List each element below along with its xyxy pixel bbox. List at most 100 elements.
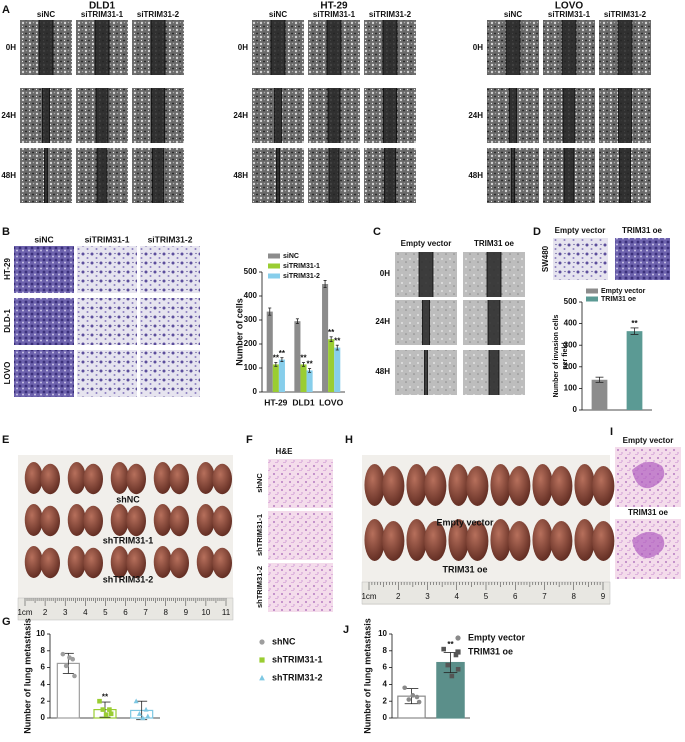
scratch-gap (96, 88, 108, 143)
micrograph (77, 298, 137, 345)
lung-lobe (364, 464, 385, 506)
micrograph (615, 238, 670, 280)
lung-lobe (424, 521, 447, 561)
bar (278, 359, 285, 392)
x-tick-label: LOVO (319, 397, 343, 407)
data-point (455, 649, 461, 655)
y-tick-label: 200 (244, 339, 258, 348)
panel-label: G (2, 616, 11, 628)
error-bar (595, 376, 604, 383)
column-label: siTRIM31-1 (81, 10, 124, 19)
scratch-gap (422, 300, 430, 345)
panel-label: A (2, 4, 10, 16)
group-label: Empty vector (436, 517, 494, 527)
lung-lobe (126, 463, 146, 495)
legend-label: siTRIM31-1 (283, 263, 320, 270)
legend-swatch (268, 263, 280, 269)
scratch-gap (488, 300, 500, 345)
row-label: DLD-1 (3, 309, 12, 333)
data-point (107, 707, 112, 712)
group-label: shTRIM31-2 (103, 574, 154, 584)
micrograph (77, 350, 137, 397)
data-point (100, 707, 106, 712)
y-tick-label: 8 (383, 646, 388, 655)
legend-label: shNC (272, 636, 296, 646)
error-bar (630, 327, 639, 335)
error-bar (274, 362, 278, 367)
scratch-gap (489, 350, 499, 395)
legend-label: Empty vector (601, 288, 646, 295)
y-tick-label: 100 (244, 363, 258, 372)
group-title: LOVO (555, 1, 584, 12)
significance-label: ** (102, 692, 109, 701)
data-point (67, 655, 72, 660)
group-label: shNC (116, 494, 140, 504)
data-point (108, 711, 114, 717)
data-point (140, 715, 146, 721)
micrograph (14, 298, 74, 345)
legend-label: TRIM31 oe (468, 646, 513, 656)
scratch-gap (151, 20, 165, 75)
legend-swatch (268, 273, 280, 279)
ruler-label: 1cm (17, 608, 32, 617)
column-label: siTRIM31-2 (604, 10, 647, 19)
ruler-label: 6 (513, 592, 518, 601)
lung-lobe (153, 462, 172, 494)
lung-lobe (574, 464, 595, 506)
lung-lobe (212, 463, 232, 495)
x-tick-label: HT-29 (264, 397, 287, 407)
y-tick-label: 0 (573, 405, 578, 414)
scratch-gap (563, 88, 575, 143)
row-label: 24H (375, 317, 390, 326)
lung-lobe (169, 505, 189, 537)
panel-label: J (343, 624, 349, 636)
lung-lobe (448, 519, 469, 561)
error-bar (308, 368, 312, 373)
scratch-gap (511, 148, 515, 203)
row-label: Empty vector (623, 436, 674, 445)
panel-label: E (2, 434, 9, 446)
lung-lobe (448, 464, 469, 506)
ruler-label: 2 (396, 592, 401, 601)
bar (306, 370, 313, 392)
data-point (410, 693, 416, 698)
scratch-gap (487, 252, 501, 297)
lung-lobe (550, 521, 573, 561)
lung-lobe (532, 519, 553, 561)
legend-label: Empty vector (468, 632, 526, 642)
data-point (259, 639, 265, 645)
y-axis-label: Number of lung metastasis (362, 618, 372, 734)
row-label: TRIM31 oe (628, 508, 669, 517)
row-label: 0H (473, 43, 483, 52)
y-axis-label: Number of cells (234, 298, 244, 366)
data-point (136, 711, 142, 716)
data-point (445, 662, 451, 668)
column-label: TRIM31 oe (474, 239, 515, 248)
y-tick-label: 4 (41, 680, 46, 689)
scratch-gap (619, 148, 631, 203)
column-label: siTRIM31-2 (369, 10, 412, 19)
group-label: TRIM31 oe (442, 564, 487, 574)
data-point (145, 713, 151, 719)
scratch-gap (276, 148, 280, 203)
lung-lobe (24, 504, 43, 536)
scratch-gap (618, 88, 632, 143)
data-point (97, 698, 102, 704)
row-label: 48H (375, 367, 390, 376)
row-label: 0H (380, 269, 390, 278)
row-label: 0H (238, 43, 248, 52)
ruler-label: 4 (83, 608, 88, 617)
error-bar (295, 318, 299, 325)
legend-label: siNC (283, 253, 299, 260)
error-bar (301, 362, 306, 367)
scratch-gap (383, 88, 397, 143)
lung-lobe (212, 547, 232, 579)
ruler-label: 4 (455, 592, 460, 601)
column-label: siTRIM31-2 (148, 234, 193, 244)
scratch-gap (39, 20, 53, 75)
lung-lobe (24, 462, 43, 494)
legend-swatch (586, 296, 598, 302)
scratch-gap (329, 148, 339, 203)
panel-label: D (533, 226, 541, 238)
y-tick-label: 400 (244, 291, 258, 300)
